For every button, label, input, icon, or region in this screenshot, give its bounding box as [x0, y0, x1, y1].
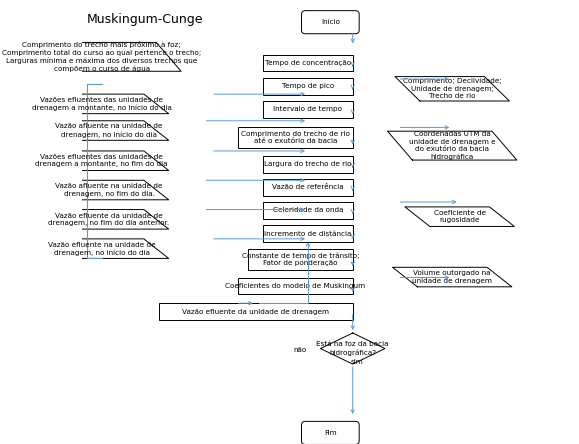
- Text: Incremento de distância: Incremento de distância: [264, 230, 351, 237]
- Polygon shape: [49, 180, 168, 200]
- Text: Tempo de pico: Tempo de pico: [282, 83, 334, 89]
- Polygon shape: [49, 210, 168, 229]
- Text: Intervalo de tempo: Intervalo de tempo: [273, 106, 342, 112]
- Polygon shape: [387, 131, 517, 160]
- FancyBboxPatch shape: [302, 421, 359, 444]
- FancyBboxPatch shape: [302, 11, 359, 34]
- Text: Muskingum-Cunge: Muskingum-Cunge: [87, 13, 203, 26]
- Polygon shape: [22, 43, 181, 71]
- FancyBboxPatch shape: [239, 127, 353, 148]
- Polygon shape: [393, 267, 512, 287]
- Polygon shape: [395, 77, 510, 101]
- Polygon shape: [405, 207, 514, 226]
- FancyBboxPatch shape: [239, 278, 353, 294]
- FancyBboxPatch shape: [263, 55, 353, 71]
- Text: Constante de tempo de trânsito;
Fator de ponderação: Constante de tempo de trânsito; Fator de…: [242, 252, 359, 266]
- Text: não: não: [294, 347, 307, 353]
- FancyBboxPatch shape: [263, 101, 353, 118]
- Text: Tempo de concentração: Tempo de concentração: [265, 60, 351, 66]
- Text: Volume outorgado na
unidade de drenagem: Volume outorgado na unidade de drenagem: [412, 270, 492, 284]
- FancyBboxPatch shape: [159, 303, 353, 320]
- Polygon shape: [320, 333, 385, 364]
- FancyBboxPatch shape: [263, 156, 353, 173]
- Text: Vazões efluentes das unidades de
drenagem a montante, no fim do dia: Vazões efluentes das unidades de drenage…: [35, 154, 168, 167]
- Text: Início: Início: [321, 19, 340, 25]
- Text: Vazão de referência: Vazão de referência: [272, 184, 344, 190]
- Text: Coeficiente de
rugosidade: Coeficiente de rugosidade: [434, 210, 486, 223]
- Text: Vazão afluente na unidade de
drenagem, no início do dia: Vazão afluente na unidade de drenagem, n…: [55, 123, 163, 138]
- Text: Coeficientes do modelo de Muskingum: Coeficientes do modelo de Muskingum: [225, 283, 365, 289]
- Text: Está na foz da bacia
hidrográfica?: Está na foz da bacia hidrográfica?: [317, 341, 389, 356]
- FancyBboxPatch shape: [263, 225, 353, 242]
- Polygon shape: [34, 151, 168, 170]
- Polygon shape: [34, 239, 168, 258]
- Text: Comprimento do trecho mais próximo à foz;
Comprimento total do curso ao qual per: Comprimento do trecho mais próximo à foz…: [2, 41, 201, 72]
- Text: Fim: Fim: [324, 430, 336, 436]
- Text: Vazões efluentes das unidades de
drenagem a montante, no início do dia: Vazões efluentes das unidades de drenage…: [32, 97, 171, 111]
- Text: Largura do trecho de rio: Largura do trecho de rio: [264, 161, 351, 167]
- Polygon shape: [49, 121, 168, 140]
- Text: Celeridade da onda: Celeridade da onda: [273, 207, 343, 214]
- Text: Vazão efluente da unidade de
drenagem, no fim do dia anterior.: Vazão efluente da unidade de drenagem, n…: [49, 213, 170, 226]
- FancyBboxPatch shape: [263, 179, 353, 196]
- Text: Comprimento do trecho de rio
até o exutório da bacia: Comprimento do trecho de rio até o exutó…: [241, 131, 350, 144]
- FancyBboxPatch shape: [263, 202, 353, 219]
- Text: Vazão efluente da unidade de drenagem: Vazão efluente da unidade de drenagem: [182, 309, 329, 315]
- Text: Coordenadas UTM da
unidade de drenagem e
do exutório da bacia
hidrográfica: Coordenadas UTM da unidade de drenagem e…: [409, 131, 496, 160]
- Text: Vazão efluente na unidade de
drenagem, no início do dia: Vazão efluente na unidade de drenagem, n…: [47, 242, 155, 256]
- Text: Comprimento; Declividade;
Unidade de drenagem;
Trecho de rio: Comprimento; Declividade; Unidade de dre…: [403, 78, 501, 99]
- Text: Vazão afluente na unidade de
drenagem, no fim do dia.: Vazão afluente na unidade de drenagem, n…: [55, 183, 163, 197]
- FancyBboxPatch shape: [263, 78, 353, 95]
- FancyBboxPatch shape: [248, 249, 353, 270]
- Text: sim: sim: [350, 359, 363, 365]
- Polygon shape: [34, 94, 168, 114]
